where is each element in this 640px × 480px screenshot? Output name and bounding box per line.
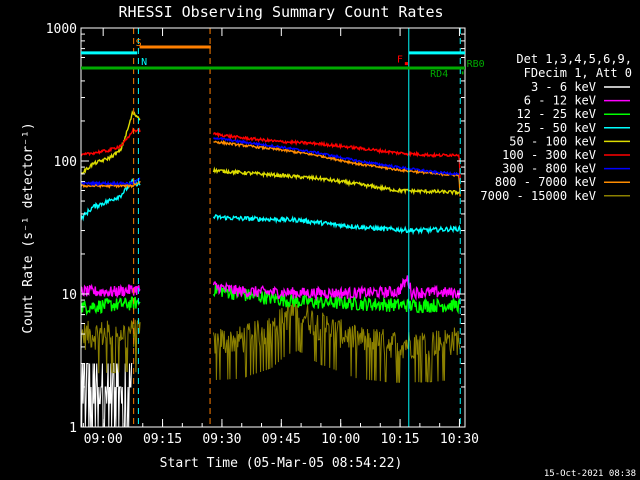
series-line-6-12keV: [81, 275, 461, 302]
x-axis: 09:00 09:15 09:30 09:45 10:00 10:15 10:30: [82, 28, 479, 447]
y-tick-label: 1000: [46, 22, 77, 37]
legend: Det 1,3,4,5,6,9, FDecim 1, Att 0 3 - 6 k…: [480, 52, 632, 203]
x-tick-label: 09:30: [202, 432, 241, 447]
legend-header-detectors: Det 1,3,4,5,6,9,: [516, 52, 632, 66]
x-tick-label: 09:15: [143, 432, 182, 447]
legend-label: 100 - 300 keV: [502, 148, 596, 162]
series-line-50-100keV: [81, 109, 461, 196]
legend-label: 50 - 100 keV: [509, 134, 596, 148]
legend-label: 6 - 12 keV: [524, 94, 596, 108]
legend-header-attenuator: FDecim 1, Att 0: [524, 66, 632, 80]
series-line-7000-15000keV: [81, 297, 461, 383]
y-axis: 1 10 100 1000: [46, 22, 465, 436]
series-line-300-800keV: [81, 136, 461, 187]
legend-label: 12 - 25 keV: [517, 107, 596, 121]
flag-label-n: N: [141, 57, 147, 68]
legend-label: 300 - 800 keV: [502, 162, 596, 176]
series-line-100-300keV: [81, 127, 461, 180]
flag-label-s: S: [136, 38, 142, 49]
y-axis-label: Count Rate (s⁻¹ detector⁻¹): [21, 122, 36, 333]
x-tick-label: 10:30: [440, 432, 479, 447]
y-tick-label: 100: [54, 155, 77, 170]
flag-label-f: F: [397, 55, 403, 66]
legend-label: 7000 - 15000 keV: [480, 189, 596, 203]
y-tick-label: 1: [69, 421, 77, 436]
legend-label: 800 - 7000 keV: [495, 175, 596, 189]
x-tick-label: 09:45: [262, 432, 301, 447]
x-tick-label: 10:15: [381, 432, 420, 447]
y-tick-label: 10: [61, 288, 77, 303]
legend-label: 3 - 6 keV: [531, 80, 596, 94]
x-tick-label: 09:00: [84, 432, 123, 447]
flag-label-rd4: RD4: [430, 69, 448, 80]
legend-label: 25 - 50 keV: [517, 121, 596, 135]
series-line-3-6keV: [81, 363, 133, 427]
chart-title: RHESSI Observing Summary Count Rates: [118, 3, 443, 21]
flag-label-rb0: RB0: [467, 59, 485, 70]
generated-timestamp: 15-Oct-2021 08:38: [544, 469, 636, 479]
plot-frame: [80, 27, 466, 428]
series-line-800-7000keV: [81, 139, 461, 197]
plot-area: [81, 28, 461, 427]
x-axis-label: Start Time (05-Mar-05 08:54:22): [160, 456, 403, 471]
x-tick-label: 10:00: [321, 432, 360, 447]
